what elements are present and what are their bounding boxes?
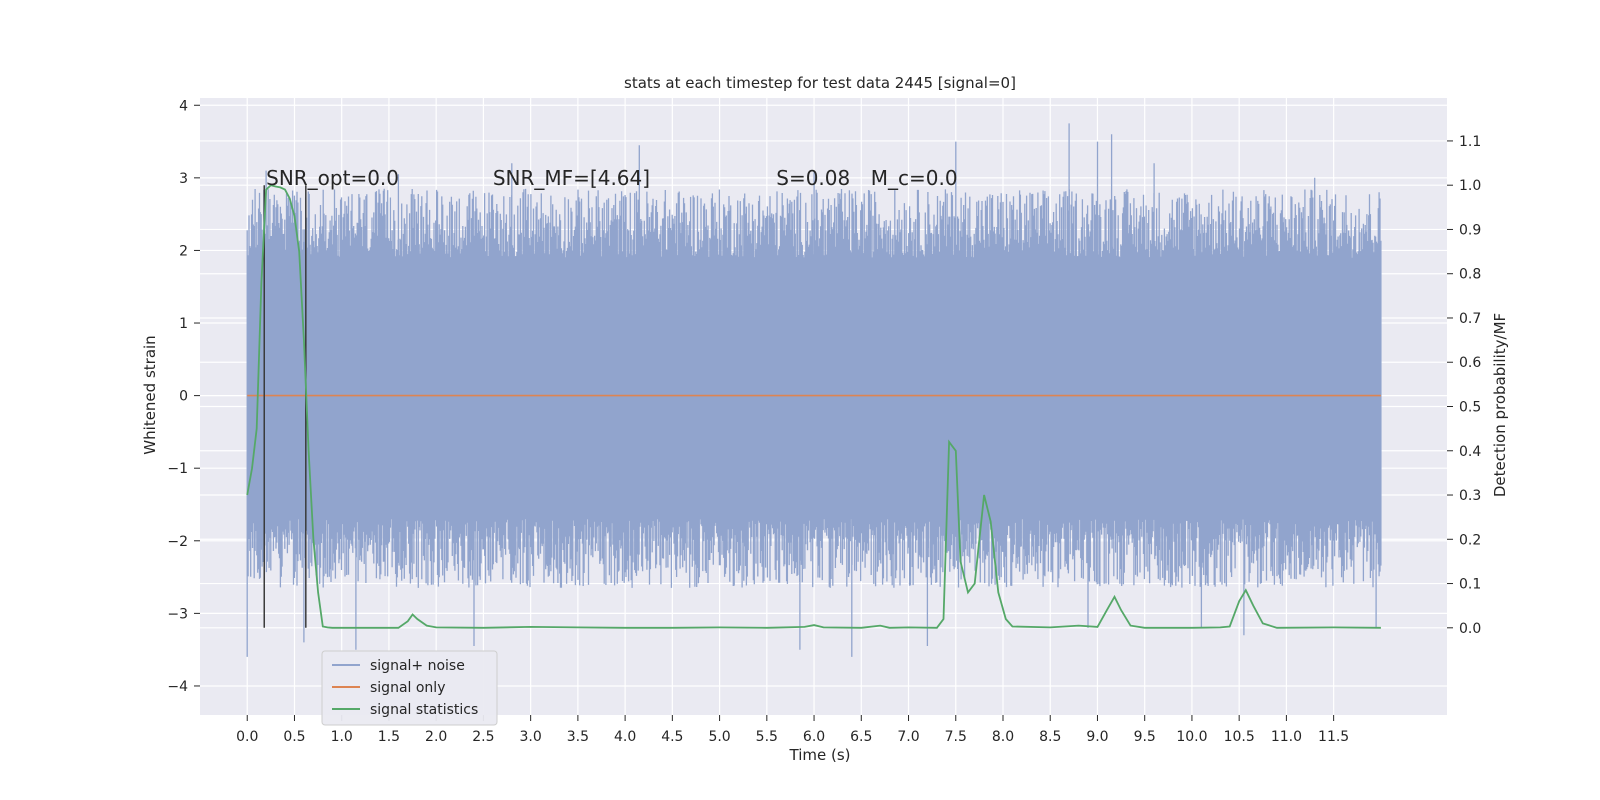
annotation-label: SNR_MF=[4.64]	[493, 166, 650, 190]
x-tick-label: 2.5	[472, 729, 494, 745]
annotation-label: SNR_opt=0.0	[266, 166, 399, 190]
y-tick-label: 3	[179, 171, 188, 187]
x-tick-label: 4.0	[614, 729, 636, 745]
x-tick-label: 7.0	[897, 729, 919, 745]
x-tick-label: 11.5	[1318, 729, 1349, 745]
x-tick-label: 1.5	[378, 729, 400, 745]
y2-tick-label: 0.7	[1459, 311, 1481, 327]
x-tick-label: 5.0	[708, 729, 730, 745]
y2-tick-label: 0.5	[1459, 400, 1481, 416]
x-tick-label: 4.5	[661, 729, 683, 745]
x-tick-label: 11.0	[1271, 729, 1302, 745]
chart-title: stats at each timestep for test data 244…	[624, 74, 1016, 92]
legend: signal+ noise signal only signal statistic…	[321, 650, 498, 726]
y-tick-label: −2	[167, 534, 188, 550]
x-tick-label: 0.5	[283, 729, 305, 745]
y2-tick-label: 0.8	[1459, 267, 1481, 283]
y2-axis-label: Detection probability/MF	[1491, 313, 1509, 497]
y2-tick-label: 0.4	[1459, 444, 1481, 460]
x-tick-label: 10.0	[1176, 729, 1207, 745]
y2-tick-label: 1.0	[1459, 178, 1481, 194]
x-tick-label: 9.0	[1086, 729, 1108, 745]
x-tick-label: 1.0	[331, 729, 353, 745]
x-tick-label: 9.5	[1134, 729, 1156, 745]
x-tick-label: 0.0	[236, 729, 258, 745]
x-tick-label: 5.5	[756, 729, 778, 745]
y2-tick-label: 0.2	[1459, 532, 1481, 548]
x-axis-label: Time (s)	[789, 746, 851, 764]
x-tick-label: 8.0	[992, 729, 1014, 745]
x-tick-label: 6.5	[850, 729, 872, 745]
y-tick-label: 2	[179, 243, 188, 259]
y2-tick-label: 1.1	[1459, 134, 1481, 150]
y2-tick-label: 0.1	[1459, 577, 1481, 593]
y-tick-label: −1	[167, 461, 188, 477]
x-tick-label: 6.0	[803, 729, 825, 745]
annotation-label: S=0.08	[776, 166, 850, 190]
legend-box	[321, 650, 498, 726]
x-tick-label: 8.5	[1039, 729, 1061, 745]
x-tick-label: 7.5	[945, 729, 967, 745]
legend-label: signal only	[370, 680, 445, 696]
y-tick-label: −3	[167, 606, 188, 622]
y-tick-label: 1	[179, 316, 188, 332]
y2-tick-label: 0.3	[1459, 488, 1481, 504]
y-tick-label: 0	[179, 389, 188, 405]
y-tick-label: −4	[167, 679, 188, 695]
x-tick-label: 2.0	[425, 729, 447, 745]
y2-tick-label: 0.6	[1459, 355, 1481, 371]
legend-label: signal statistics	[370, 702, 478, 718]
y2-tick-label: 0.0	[1459, 621, 1481, 637]
x-tick-label: 10.5	[1224, 729, 1255, 745]
legend-label: signal+ noise	[370, 658, 465, 674]
x-tick-label: 3.0	[520, 729, 542, 745]
y2-tick-label: 0.9	[1459, 222, 1481, 238]
y-tick-label: 4	[179, 98, 188, 114]
series-signal-statistics	[246, 184, 1381, 629]
y-axis-label: Whitened strain	[141, 335, 159, 454]
x-tick-label: 3.5	[567, 729, 589, 745]
annotation-label: M_c=0.0	[871, 166, 958, 190]
